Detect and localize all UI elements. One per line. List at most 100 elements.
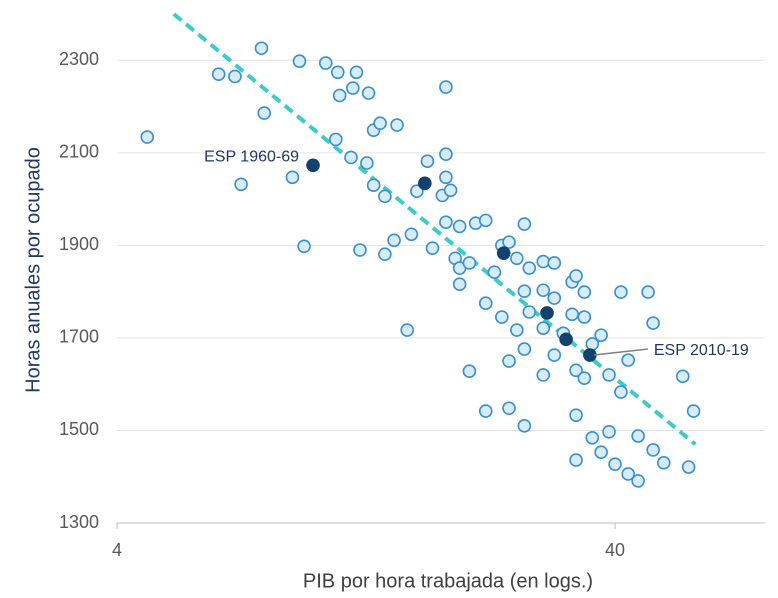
scatter-point: [621, 353, 635, 367]
y-tick-label: 2100: [59, 142, 99, 162]
scatter-point: [478, 404, 493, 418]
scatter-point: [361, 86, 376, 100]
scatter-point: [478, 213, 493, 228]
scatter-point: [565, 307, 579, 322]
scatter-point: [349, 65, 364, 80]
scatter-point: [353, 243, 367, 257]
scatter-point: [332, 88, 347, 103]
scatter-point: [285, 170, 300, 185]
scatter-point: [577, 285, 592, 299]
scatter-point: [462, 364, 477, 379]
scatter-point: [462, 256, 477, 270]
scatter-point: [631, 474, 645, 488]
trend-line: [172, 12, 697, 446]
scatter-point: [569, 269, 583, 283]
x-tick-label: 40: [605, 540, 625, 560]
scatter-point: [373, 116, 387, 131]
scatter-point: [439, 147, 453, 162]
scatter-point: [602, 425, 616, 439]
scatter-point: [517, 342, 532, 356]
scatter-point: [594, 445, 608, 460]
scatter-point: [681, 460, 696, 474]
scatter-point: [646, 443, 660, 457]
scatter-point: [329, 132, 343, 147]
scatter-point: [621, 467, 635, 481]
scatter-point: [686, 404, 701, 418]
scatter-point: [439, 170, 453, 185]
scatter-point: [502, 235, 516, 249]
y-tick-label: 1500: [59, 419, 99, 439]
scatter-point: [439, 80, 453, 94]
scatter-point: [318, 56, 333, 70]
annotation-connector: [593, 348, 648, 356]
scatter-point: [608, 457, 622, 472]
annotation: ESP 2010-19: [654, 342, 749, 359]
scatter-point: [425, 241, 440, 255]
scatter-point: [559, 332, 573, 347]
scatter-point: [569, 408, 583, 422]
scatter-point: [577, 371, 592, 385]
scatter-point: [614, 385, 628, 399]
scatter-point: [656, 456, 671, 470]
scatter-point: [254, 41, 269, 56]
scatter-point: [487, 265, 502, 280]
scatter-point: [360, 156, 374, 170]
scatter-point: [404, 227, 419, 242]
scatter-point: [641, 285, 655, 299]
scatter-point: [502, 354, 516, 368]
scatter-point: [330, 65, 345, 80]
scatter-point: [536, 254, 551, 269]
y-tick-label: 2300: [59, 49, 99, 69]
scatter-point: [443, 183, 458, 198]
scatter-point: [439, 215, 453, 230]
scatter-point: [585, 431, 600, 445]
scatter-point: [387, 233, 401, 248]
scatter-point: [297, 239, 311, 254]
scatter-point: [536, 368, 551, 382]
scatter-point: [614, 285, 628, 299]
scatter-point: [410, 184, 424, 199]
scatter-point: [631, 429, 645, 443]
scatter-point: [420, 154, 435, 168]
scatter-point: [378, 189, 392, 204]
scatter-point: [536, 283, 551, 298]
y-tick-label: 1900: [59, 234, 99, 254]
scatter-point: [378, 247, 392, 261]
scatter-point: [540, 306, 554, 320]
scatter-point: [452, 277, 467, 292]
y-tick-label: 1300: [59, 512, 99, 532]
scatter-point: [390, 118, 404, 132]
scatter-point: [234, 177, 248, 192]
scatter-point: [452, 219, 467, 234]
scatter-point: [400, 323, 414, 337]
scatter-point: [228, 69, 242, 84]
scatter-point: [547, 348, 562, 362]
scatter-point: [522, 305, 537, 319]
scatter-point: [366, 178, 381, 193]
scatter-point: [517, 217, 532, 231]
scatter-point: [675, 369, 690, 384]
scatter-point: [602, 368, 616, 382]
scatter-point: [306, 158, 320, 173]
y-tick-label: 1700: [59, 327, 99, 347]
scatter-point: [510, 251, 524, 266]
scatter-point: [510, 323, 524, 337]
scatter-point: [344, 150, 358, 165]
scatter-point: [522, 261, 537, 275]
scatter-point: [418, 176, 432, 191]
scatter-point: [646, 316, 660, 330]
scatter-point: [569, 453, 583, 467]
x-axis-label: PIB por hora trabajada (en logs.): [303, 570, 593, 592]
scatter-point: [257, 106, 272, 120]
scatter-point: [517, 284, 532, 298]
y-axis-label: Horas anuales por ocupado: [22, 147, 44, 393]
scatter-point: [547, 256, 562, 270]
scatter-point: [547, 291, 562, 305]
scatter-point: [569, 363, 583, 378]
scatter-point: [496, 246, 511, 261]
scatter-point: [577, 310, 592, 324]
scatter-point: [346, 81, 360, 95]
scatter-point: [502, 401, 516, 416]
x-tick-label: 4: [112, 540, 122, 560]
